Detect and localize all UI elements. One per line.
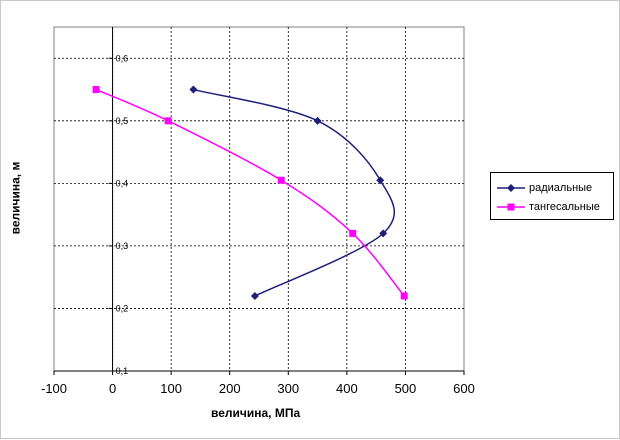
y-axis-title: величина, м — [8, 161, 23, 235]
grid-layer — [53, 26, 465, 372]
series-point-0 — [376, 176, 385, 185]
y-tick-label: 0,6 — [116, 53, 129, 63]
series-point-1 — [277, 176, 285, 184]
legend-label-radial: радиальные — [529, 182, 593, 194]
x-tick-label: 400 — [336, 381, 358, 396]
legend-item-radial: радиальные — [495, 180, 613, 196]
y-tick-label: 0,4 — [116, 178, 129, 188]
legend-swatch-tangential — [497, 203, 525, 211]
plot-border — [53, 26, 465, 372]
series-point-1 — [400, 292, 408, 300]
x-tick-label: 500 — [395, 381, 417, 396]
legend: радиальные тангесальные — [490, 172, 614, 220]
legend-swatch-radial — [497, 184, 525, 192]
y-tick-label: 0,5 — [116, 116, 129, 126]
x-tick-label: 600 — [453, 381, 475, 396]
x-axis-title: величина, МПа — [211, 406, 301, 420]
series-layer — [92, 85, 408, 300]
tick-layer: -100 0 100 200 300 400 500 600 0,1 0,2 0,3 0,4 0,5 0,… — [41, 53, 475, 396]
legend-label-tangential: тангесальные — [529, 201, 600, 213]
series-point-0 — [250, 291, 259, 300]
series-point-0 — [379, 229, 388, 238]
legend-item-tangential: тангесальные — [495, 199, 613, 215]
series-point-1 — [92, 86, 100, 94]
x-tick-label: 300 — [277, 381, 299, 396]
y-tick-label: 0,2 — [116, 303, 129, 313]
series-point-1 — [349, 229, 357, 237]
series-point-0 — [189, 85, 198, 94]
y-tick-label: 0,1 — [116, 366, 129, 376]
x-tick-label: 100 — [160, 381, 182, 396]
x-tick-label: 200 — [219, 381, 241, 396]
y-tick-label: 0,3 — [116, 241, 129, 251]
x-tick-label: -100 — [41, 381, 67, 396]
axis-layer — [53, 27, 465, 375]
x-tick-label: 0 — [109, 381, 116, 396]
series-point-1 — [164, 117, 172, 125]
series-point-0 — [313, 116, 322, 125]
